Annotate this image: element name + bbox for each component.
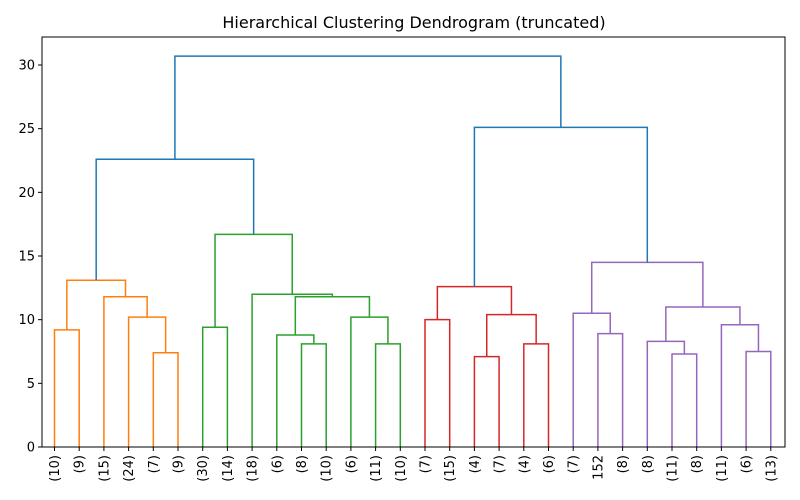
leaf-label: (7) [567, 455, 582, 473]
dendrogram-link-orange [53, 329, 80, 447]
leaf-label: (13) [764, 455, 779, 482]
y-tick-label: 5 [27, 377, 35, 392]
leaf-label: (6) [344, 455, 359, 473]
dendrogram-link-green [201, 326, 229, 447]
leaf-label: (11) [666, 455, 681, 482]
chart-title: Hierarchical Clustering Dendrogram (trun… [222, 13, 605, 32]
dendrogram-link-red [473, 355, 500, 447]
y-tick-label: 0 [27, 441, 35, 456]
leaf-label: (10) [320, 455, 335, 482]
leaf-label: (18) [246, 455, 261, 482]
dendrogram-link-green [350, 316, 389, 447]
y-tick-label: 25 [18, 122, 35, 137]
y-tick-label: 20 [18, 186, 35, 201]
dendrogram-link-purple [646, 340, 686, 447]
y-tick-label: 10 [18, 313, 35, 328]
dendrogram-link-orange [103, 296, 148, 447]
dendrogram-link-green [251, 293, 334, 447]
leaf-label: (30) [196, 455, 211, 482]
leaf-label: (14) [221, 455, 236, 482]
dendrogram-link-orange [152, 352, 179, 447]
leaf-label: (4) [517, 455, 532, 473]
leaf-label: (15) [97, 455, 112, 482]
dendrogram-link-blue [473, 126, 649, 287]
leaf-label: (4) [468, 455, 483, 473]
leaf-label: (8) [690, 455, 705, 473]
dendrogram-link-orange [66, 279, 127, 330]
dendrogram-link-green [276, 334, 315, 447]
dendrogram-link-green [214, 233, 293, 328]
dendrogram-link-green [300, 343, 327, 447]
leaf-label: (9) [73, 455, 88, 473]
y-tick-label: 15 [18, 250, 35, 265]
dendrogram-link-purple [597, 332, 624, 447]
dendrogram-link-blue [95, 158, 255, 281]
leaf-label: (7) [419, 455, 434, 473]
dendrogram-link-purple [720, 324, 760, 447]
x-axis: (10) (9) (15) (24) (7) (9) (30) (14) (18) (6) (8) (… [48, 447, 779, 482]
leaf-label: (10) [48, 455, 63, 482]
dendrogram-link-purple [665, 306, 741, 342]
y-tick-label: 30 [18, 59, 35, 74]
y-axis: 0 5 10 15 20 25 30 [18, 59, 42, 456]
plot-frame [41, 36, 786, 448]
leaf-label: (11) [369, 455, 384, 482]
leaf-label: (8) [295, 455, 310, 473]
leaf-label: (11) [715, 455, 730, 482]
dendrogram-link-purple [671, 353, 698, 447]
dendrogram-link-red [523, 343, 550, 447]
dendrogram-link-red [486, 313, 537, 357]
leaf-label: (6) [542, 455, 557, 473]
leaf-label: 152 [591, 455, 606, 480]
leaf-label: (8) [641, 455, 656, 473]
leaf-label: (9) [172, 455, 187, 473]
leaf-label: (7) [493, 455, 508, 473]
dendrogram-link-blue [174, 55, 562, 160]
dendrogram-link-red [424, 318, 451, 447]
dendrogram-link-green [374, 343, 402, 447]
leaf-label: (7) [147, 455, 162, 473]
dendrogram-link-orange [127, 316, 167, 447]
leaf-label: (6) [270, 455, 285, 473]
leaf-label: (6) [740, 455, 755, 473]
dendrogram-link-purple [745, 350, 772, 447]
dendrogram-link-purple [590, 261, 704, 314]
dendrogram-link-green [294, 296, 371, 335]
leaf-label: (15) [443, 455, 458, 482]
dendrogram-links [53, 55, 772, 447]
leaf-label: (8) [616, 455, 631, 473]
leaf-label: (24) [122, 455, 137, 482]
leaf-label: (10) [394, 455, 409, 482]
